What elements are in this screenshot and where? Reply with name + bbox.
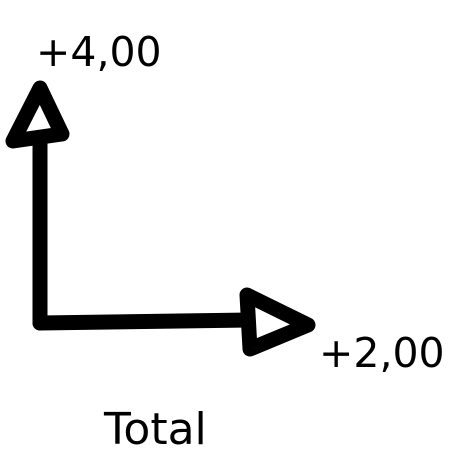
vertical-value-label: +4,00 — [36, 28, 162, 76]
caption-label: Total — [104, 404, 207, 455]
arrow-up-icon — [5, 80, 70, 149]
arrow-right-icon — [239, 287, 316, 357]
horizontal-value-label: +2,00 — [319, 329, 445, 377]
horizontal-arrow-shaft — [32, 312, 258, 331]
